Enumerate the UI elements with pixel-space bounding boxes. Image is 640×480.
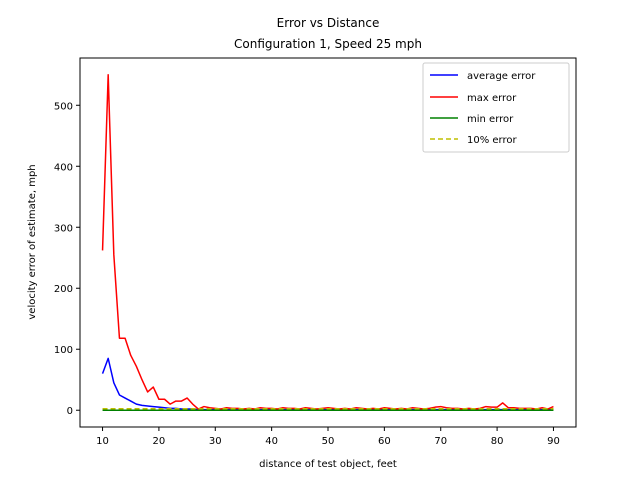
series-line-max-error xyxy=(101,74,554,410)
x-tick-label: 10 xyxy=(96,436,109,447)
legend-label-10pct-error: 10% error xyxy=(467,135,518,146)
plot-frame xyxy=(79,57,577,428)
chart-title-line2: Configuration 1, Speed 25 mph xyxy=(234,37,422,51)
y-tick-label: 300 xyxy=(54,223,73,234)
x-tick-label: 50 xyxy=(322,436,335,447)
x-tick-label: 70 xyxy=(434,436,447,447)
y-axis-label: velocity error of estimate, mph xyxy=(27,164,38,319)
x-axis-label: distance of test object, feet xyxy=(259,459,397,470)
legend-box xyxy=(422,62,570,153)
y-tick-label: 100 xyxy=(54,345,73,356)
chart-title-line1: Error vs Distance xyxy=(277,16,380,30)
x-tick-label: 90 xyxy=(547,436,560,447)
plot-series xyxy=(101,74,554,411)
y-tick-label: 200 xyxy=(54,284,73,295)
x-tick-label: 40 xyxy=(265,436,278,447)
legend-label-min-error: min error xyxy=(467,114,514,125)
x-tick-label: 80 xyxy=(491,436,504,447)
legend-label-average-error: average error xyxy=(467,71,536,82)
y-axis-ticks: 0 100 200 300 400 500 xyxy=(54,101,80,417)
series-line-average-error xyxy=(101,357,554,411)
x-tick-label: 20 xyxy=(153,436,166,447)
legend: average error max error min error 10% er… xyxy=(422,62,570,153)
legend-label-max-error: max error xyxy=(467,93,517,104)
x-tick-label: 60 xyxy=(378,436,391,447)
x-tick-label: 30 xyxy=(209,436,222,447)
y-tick-label: 0 xyxy=(67,406,73,417)
x-axis-ticks: 10 20 30 40 50 60 70 80 90 xyxy=(96,427,560,447)
y-tick-label: 500 xyxy=(54,101,73,112)
y-tick-label: 400 xyxy=(54,162,73,173)
